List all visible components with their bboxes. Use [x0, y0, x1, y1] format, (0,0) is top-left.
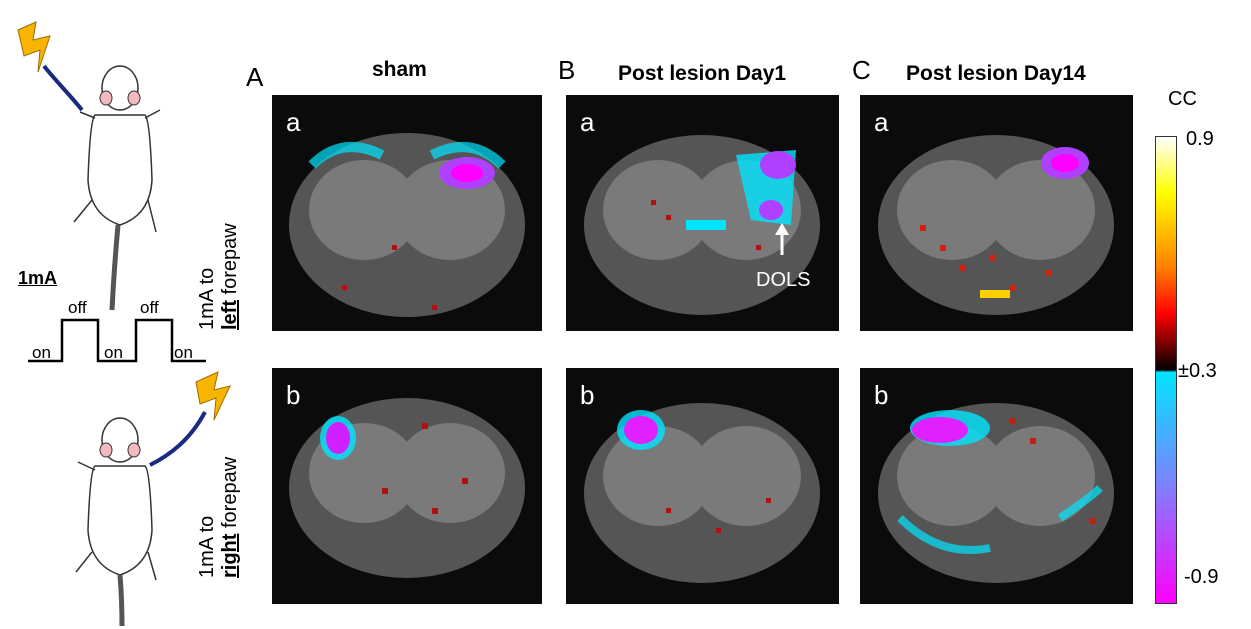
column-title-day14: Post lesion Day14: [906, 62, 1086, 85]
brain-panel-sham-left: a: [272, 95, 542, 331]
brain-panel-day1-left: a DOLS: [566, 95, 839, 331]
rat-illustration-top: [73, 65, 161, 311]
lightning-icon: [195, 371, 231, 421]
brain-panel-sham-right: b: [272, 368, 542, 604]
sub-label-b: b: [874, 380, 889, 410]
column-title-sham: sham: [372, 58, 427, 81]
colorbar-min: -0.9: [1184, 566, 1219, 588]
dols-annotation: DOLS: [756, 269, 811, 291]
colorbar-title: CC: [1168, 88, 1197, 110]
row-label-right: 1mA to right forepaw: [196, 456, 241, 578]
stimulus-waveform: [28, 318, 206, 363]
amplitude-label: 1mA: [18, 268, 58, 288]
brain-panel-day14-right: b: [860, 368, 1133, 604]
sub-label-b: b: [580, 380, 595, 410]
colorbar: [1155, 136, 1177, 604]
panel-letter-a: A: [246, 62, 264, 92]
sub-label-a: a: [874, 107, 889, 137]
brain-panel-day1-right: b: [566, 368, 839, 604]
on-label-2: on: [104, 343, 123, 362]
panel-letter-b: B: [558, 55, 576, 85]
on-label-1: on: [32, 343, 51, 362]
rat-illustration-bottom: [75, 417, 157, 627]
lightning-icon: [17, 21, 51, 73]
sub-label-a: a: [580, 107, 595, 137]
column-title-day1: Post lesion Day1: [618, 62, 787, 85]
colorbar-max: 0.9: [1186, 128, 1214, 150]
colorbar-threshold: ±0.3: [1178, 360, 1217, 382]
row-label-left: 1mA to left forepaw: [196, 223, 241, 330]
sub-label-a: a: [286, 107, 301, 137]
panel-letter-c: C: [852, 55, 871, 85]
off-label-2: off: [140, 298, 159, 317]
stimulation-diagram: [17, 21, 231, 627]
sub-label-b: b: [286, 380, 301, 410]
on-label-3: on: [174, 343, 193, 362]
off-label-1: off: [68, 298, 87, 317]
brain-panel-day14-left: a: [860, 95, 1133, 331]
